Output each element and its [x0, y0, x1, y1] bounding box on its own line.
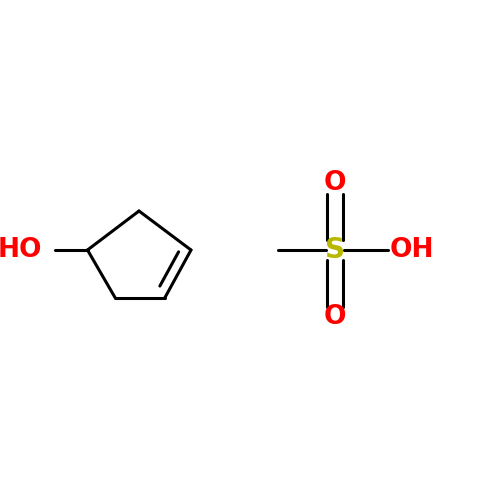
Text: S: S — [325, 236, 345, 264]
Text: O: O — [324, 304, 346, 330]
Text: OH: OH — [390, 237, 434, 263]
Text: HO: HO — [0, 237, 42, 263]
Text: O: O — [324, 170, 346, 196]
